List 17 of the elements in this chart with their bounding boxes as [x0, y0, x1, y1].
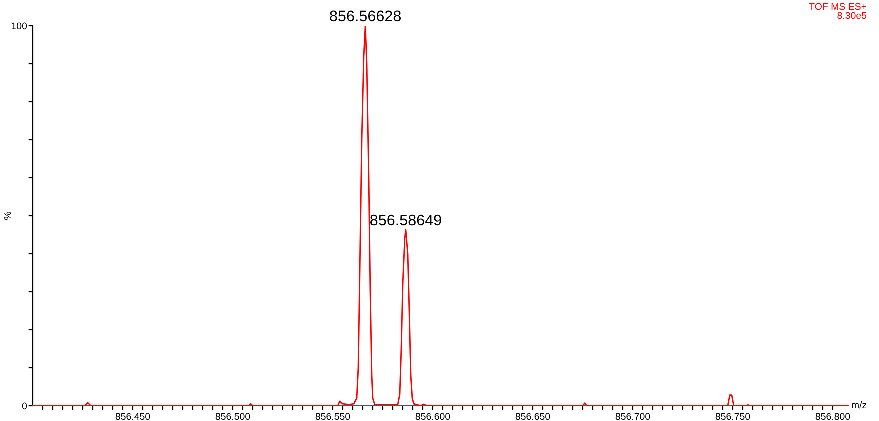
y-tick-label: 100: [12, 22, 28, 30]
x-tick-label: 856.450: [116, 413, 150, 420]
x-tick-label: 856.650: [516, 413, 550, 420]
x-tick-label: 856.800: [816, 413, 850, 420]
x-tick-label: 856.600: [416, 413, 450, 420]
line-series: [33, 26, 849, 406]
text: TOF MS ES+: [809, 3, 867, 10]
annotation: 856.58649: [370, 214, 442, 226]
x-tick-label: 856.700: [616, 413, 650, 420]
x-axis-title: m/z: [852, 401, 867, 409]
text: 8.30e5: [838, 12, 867, 20]
y-axis-title: %: [4, 212, 12, 220]
annotation: 856.56628: [330, 10, 402, 22]
x-tick-label: 856.550: [316, 413, 350, 420]
y-tick-label: 0: [22, 402, 28, 410]
x-tick-label: 856.500: [216, 413, 250, 420]
x-tick-label: 856.750: [716, 413, 750, 420]
